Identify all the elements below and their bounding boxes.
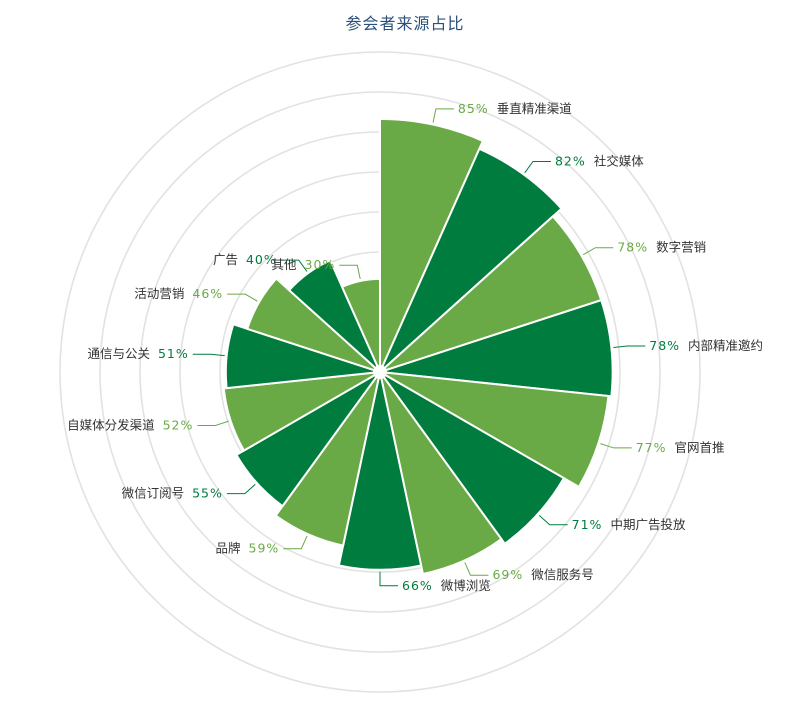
value-label-14: 30% — [305, 257, 336, 272]
leader-line-0 — [432, 108, 454, 123]
grid-ring-6 — [99, 91, 661, 653]
value-label-2: 78% — [617, 240, 648, 255]
value-label-7: 66% — [402, 578, 433, 593]
labels: 85% 垂直精准渠道 82% 社交媒体 78% 数字营销 78% 内部精准邀约 77% 官网首推 7… — [67, 101, 763, 593]
chart-title: 参会者来源占比 — [345, 14, 464, 33]
category-label-11: 通信与公关 — [87, 346, 150, 361]
leader-line-6 — [464, 562, 489, 576]
category-label-4: 官网首推 — [674, 440, 724, 455]
sector-14 — [340, 277, 381, 368]
leader-line-3 — [613, 345, 646, 348]
sector-6 — [380, 375, 503, 576]
leader-line-2 — [582, 247, 614, 256]
sector-12 — [245, 277, 377, 372]
sector-8 — [274, 375, 380, 547]
sector-13 — [287, 259, 379, 370]
sectors — [222, 118, 614, 576]
sector-3 — [384, 298, 614, 398]
category-label-3: 内部精准邀约 — [688, 338, 763, 353]
value-label-0: 85% — [458, 101, 489, 116]
value-label-13: 40% — [246, 252, 277, 267]
category-label-12: 活动营销 — [134, 286, 184, 301]
sector-1 — [381, 147, 563, 370]
sector-7 — [337, 376, 423, 571]
sector-10 — [222, 371, 377, 452]
leader-line-9 — [226, 483, 256, 495]
leader-line-1 — [524, 160, 551, 174]
leader-line-14 — [339, 264, 361, 280]
value-label-6: 69% — [492, 567, 523, 582]
value-label-8: 59% — [249, 541, 280, 556]
category-label-9: 微信订阅号 — [122, 486, 185, 501]
category-label-13: 广告 — [213, 252, 238, 267]
category-label-1: 社交媒体 — [594, 153, 645, 168]
value-label-1: 82% — [555, 153, 586, 168]
value-label-10: 52% — [163, 417, 194, 432]
value-label-3: 78% — [649, 338, 680, 353]
category-label-14: 其他 — [271, 257, 297, 272]
sector-11 — [224, 323, 376, 390]
sector-4 — [383, 371, 610, 489]
category-label-10: 自媒体分发渠道 — [67, 417, 155, 432]
leader-line-7 — [379, 571, 398, 587]
grid-ring-7 — [59, 51, 701, 693]
leader-line-13 — [280, 259, 308, 272]
category-label-7: 微博浏览 — [441, 578, 491, 593]
leader-line-4 — [600, 443, 632, 449]
value-label-5: 71% — [572, 517, 603, 532]
sector-2 — [383, 214, 603, 372]
value-label-11: 51% — [158, 346, 189, 361]
category-label-0: 垂直精准渠道 — [497, 101, 573, 116]
leader-line-11 — [192, 353, 225, 357]
value-label-12: 46% — [192, 286, 223, 301]
leader-line-12 — [227, 293, 258, 302]
value-label-4: 77% — [636, 440, 667, 455]
leader-line-5 — [538, 515, 568, 526]
category-label-5: 中期广告投放 — [610, 517, 686, 532]
value-label-9: 55% — [192, 486, 223, 501]
category-label-6: 微信服务号 — [531, 567, 594, 582]
category-label-8: 品牌 — [216, 541, 241, 556]
category-label-2: 数字营销 — [656, 240, 706, 255]
leader-line-10 — [197, 420, 229, 426]
sector-9 — [235, 373, 378, 508]
leader-line-8 — [283, 535, 308, 550]
sector-0 — [379, 118, 485, 368]
sector-5 — [382, 373, 566, 546]
